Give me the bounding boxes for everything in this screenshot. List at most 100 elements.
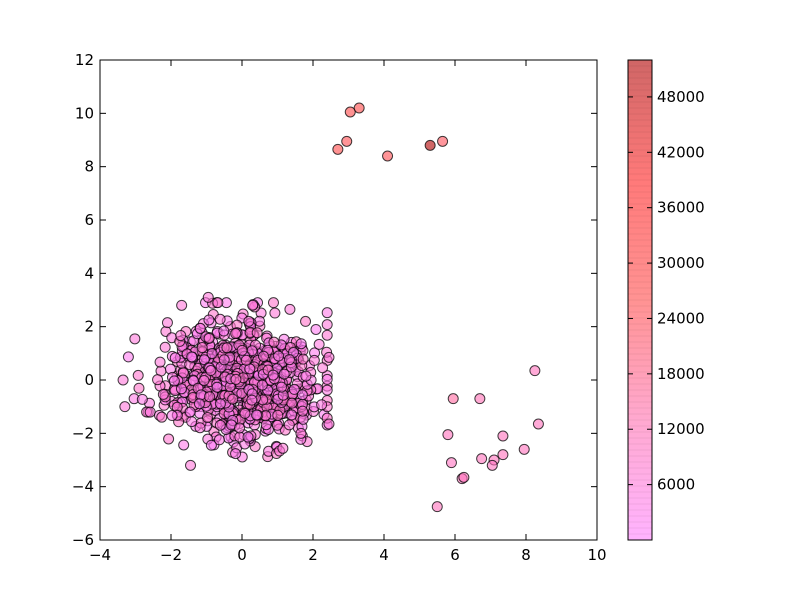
cluster-point <box>169 352 181 364</box>
colorbar-tick-label: 12000 <box>657 420 705 438</box>
cluster-point <box>194 322 206 334</box>
cluster-point <box>258 350 269 362</box>
x-tick-label: −2 <box>160 546 182 564</box>
y-tick-label: 6 <box>84 211 94 229</box>
colorbar: 6000 12000 18000 24000 30000 36000 42000 48000 <box>627 59 705 541</box>
y-tick-label: 8 <box>84 158 94 176</box>
cluster-point <box>133 382 145 394</box>
y-tick-label: 10 <box>75 104 94 122</box>
x-tick-label: 2 <box>308 546 318 564</box>
cluster-point <box>286 397 298 409</box>
scatter-point <box>424 139 436 151</box>
y-tick-label: −4 <box>72 478 94 496</box>
colorbar-tick-label: 36000 <box>657 199 705 217</box>
cluster-point <box>144 406 156 418</box>
cluster-point <box>251 327 263 339</box>
cluster-point <box>240 354 252 366</box>
cluster-point <box>317 362 329 374</box>
cluster-point <box>132 369 144 381</box>
scatter-point <box>353 102 365 114</box>
cluster-point <box>297 353 309 365</box>
cluster-point <box>175 383 187 395</box>
y-tick-label: 2 <box>84 318 94 336</box>
colorbar-bands <box>628 65 652 535</box>
cluster-point <box>205 365 217 377</box>
cluster-point <box>283 419 295 431</box>
x-axis: −4 −2 0 2 4 6 8 10 <box>89 60 607 564</box>
plot-frame <box>99 59 598 541</box>
cluster-point <box>321 373 333 385</box>
y-tick-label: −2 <box>72 424 94 442</box>
cluster-point <box>308 354 320 366</box>
x-tick-label: 0 <box>237 546 247 564</box>
scatter-point <box>442 429 454 441</box>
scatter-point <box>497 449 509 461</box>
cluster-point <box>136 393 148 405</box>
scatter-point <box>341 135 353 147</box>
x-tick-label: 6 <box>450 546 460 564</box>
scatter-point <box>458 471 470 483</box>
cluster-point <box>251 409 263 421</box>
cluster-point <box>156 411 168 423</box>
cluster-point <box>260 419 272 431</box>
cluster-point <box>218 325 230 337</box>
cluster-point <box>295 427 307 439</box>
cluster-point <box>316 399 328 411</box>
cluster-point <box>313 338 325 350</box>
cluster-point <box>239 407 251 419</box>
cluster-point <box>268 336 280 348</box>
scatter-point <box>344 106 356 118</box>
cluster-point <box>283 354 295 366</box>
scatter-point <box>445 457 457 469</box>
x-tick-label: −4 <box>89 546 111 564</box>
cluster-point <box>193 398 205 410</box>
cluster-point <box>178 439 190 451</box>
colorbar-tick-label: 24000 <box>657 309 705 327</box>
colorbar-frame <box>627 59 653 541</box>
cluster-point <box>168 375 180 387</box>
cluster-point <box>286 409 298 421</box>
cluster-point <box>214 398 226 410</box>
cluster-point <box>271 419 283 431</box>
cluster-point <box>300 370 312 382</box>
cluster-point <box>246 394 258 406</box>
scatter-point <box>497 430 509 442</box>
scatter-point <box>476 453 488 465</box>
scatter-point <box>202 291 214 303</box>
cluster-point <box>122 351 134 363</box>
scatter-points <box>117 102 544 513</box>
cluster-point <box>234 422 246 434</box>
scatter-point <box>382 150 394 162</box>
cluster-point <box>273 350 285 362</box>
cluster-point <box>194 422 206 434</box>
cluster-point <box>275 381 287 393</box>
cluster-point <box>272 409 284 421</box>
scatter-point <box>247 299 259 311</box>
cluster-point <box>278 368 290 380</box>
cluster-point <box>196 342 208 354</box>
scatter-point <box>518 443 530 455</box>
cluster-point <box>186 351 198 363</box>
x-tick-label: 10 <box>587 546 606 564</box>
cluster-point <box>213 434 225 446</box>
cluster-point <box>321 307 333 319</box>
scatter-point <box>332 143 344 155</box>
scatter-point <box>323 351 335 363</box>
scatter-point <box>117 374 129 386</box>
colorbar-ticks: 6000 12000 18000 24000 30000 36000 42000 48000 <box>628 88 705 494</box>
cluster-point <box>321 329 333 341</box>
cluster-point <box>166 410 178 422</box>
cluster-point <box>159 341 171 353</box>
colorbar-tick-label: 30000 <box>657 254 705 272</box>
colorbar-tick-label: 42000 <box>657 143 705 161</box>
cluster-point <box>157 388 169 400</box>
scatter-point <box>447 393 459 405</box>
x-tick-label: 8 <box>521 546 531 564</box>
cluster-point <box>296 389 308 401</box>
scatter-point <box>185 459 197 471</box>
cluster-point <box>230 328 242 340</box>
cluster-point <box>214 313 226 325</box>
cluster-point <box>206 348 218 360</box>
cluster-point <box>163 433 175 445</box>
